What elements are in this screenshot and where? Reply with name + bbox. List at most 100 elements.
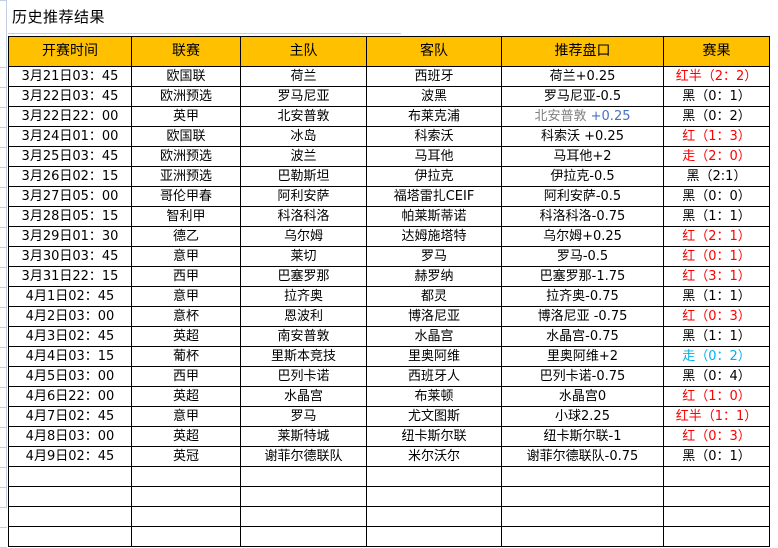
cell-empty[interactable] <box>131 466 241 487</box>
cell-home-team[interactable]: 乌尔姆 <box>240 226 367 247</box>
cell-league[interactable]: 智利甲 <box>131 206 241 227</box>
cell-home-team[interactable]: 水晶宫 <box>240 386 367 407</box>
cell-match-result[interactable]: 红（0：3） <box>663 426 770 447</box>
cell-recommended-handicap[interactable]: 博洛尼亚 -0.75 <box>501 306 664 327</box>
cell-home-team[interactable]: 莱斯特城 <box>240 426 367 447</box>
table-row[interactable]: 4月4日03：15 葡杯 里斯本竞技 里奥阿维 里奥阿维+2 走（0：2） <box>8 346 770 367</box>
cell-recommended-handicap[interactable]: 谢菲尔德联队-0.75 <box>501 446 664 467</box>
cell-away-team[interactable]: 达姆施塔特 <box>366 226 502 247</box>
cell-recommended-handicap[interactable]: 小球2.25 <box>501 406 664 427</box>
cell-kickoff-time[interactable]: 4月1日02：45 <box>8 286 132 307</box>
table-row-empty[interactable] <box>8 486 770 507</box>
cell-league[interactable]: 欧洲预选 <box>131 146 241 167</box>
table-row[interactable]: 4月6日22：00 英超 水晶宫 布莱顿 水晶宫0 红（1：0） <box>8 386 770 407</box>
table-row-empty[interactable] <box>8 506 770 527</box>
table-row[interactable]: 3月22日03：45 欧洲预选 罗马尼亚 波黑 罗马尼亚-0.5 黑（0：1） <box>8 86 770 107</box>
cell-away-team[interactable]: 波黑 <box>366 86 502 107</box>
cell-away-team[interactable]: 里奥阿维 <box>366 346 502 367</box>
cell-league[interactable]: 意甲 <box>131 246 241 267</box>
cell-match-result[interactable]: 红（1：0） <box>663 386 770 407</box>
cell-away-team[interactable]: 米尔沃尔 <box>366 446 502 467</box>
cell-kickoff-time[interactable]: 3月24日01：00 <box>8 126 132 147</box>
cell-empty[interactable] <box>663 486 770 507</box>
cell-match-result[interactable]: 黑（0：1） <box>663 86 770 107</box>
cell-recommended-handicap[interactable]: 荷兰+0.25 <box>501 66 664 87</box>
cell-match-result[interactable]: 红（0：3） <box>663 306 770 327</box>
cell-match-result[interactable]: 黑（1：1） <box>663 286 770 307</box>
cell-match-result[interactable]: 黑（0：1） <box>663 446 770 467</box>
cell-home-team[interactable]: 罗马 <box>240 406 367 427</box>
cell-empty[interactable] <box>8 466 132 487</box>
table-row[interactable]: 3月22日22：00 英甲 北安普敦 布莱克浦 北安普敦 +0.25 黑（0：2） <box>8 106 770 127</box>
table-row[interactable]: 4月2日03：00 意杯 恩波利 博洛尼亚 博洛尼亚 -0.75 红（0：3） <box>8 306 770 327</box>
cell-recommended-handicap[interactable]: 罗马尼亚-0.5 <box>501 86 664 107</box>
cell-recommended-handicap[interactable]: 科索沃 +0.25 <box>501 126 664 147</box>
column-header-away-team[interactable]: 客队 <box>366 36 502 67</box>
cell-recommended-handicap[interactable]: 巴塞罗那-1.75 <box>501 266 664 287</box>
table-row[interactable]: 4月1日02：45 意甲 拉齐奥 都灵 拉齐奥-0.75 黑（1：1） <box>8 286 770 307</box>
cell-home-team[interactable]: 南安普敦 <box>240 326 367 347</box>
cell-empty[interactable] <box>8 526 132 547</box>
table-row[interactable]: 3月29日01：30 德乙 乌尔姆 达姆施塔特 乌尔姆+0.25 红（2：1） <box>8 226 770 247</box>
cell-empty[interactable] <box>240 506 367 527</box>
table-row[interactable]: 4月3日02：45 英超 南安普敦 水晶宫 水晶宫-0.75 黑（1：1） <box>8 326 770 347</box>
cell-away-team[interactable]: 西班牙人 <box>366 366 502 387</box>
column-header-league[interactable]: 联赛 <box>131 36 241 67</box>
cell-empty[interactable] <box>501 506 664 527</box>
cell-league[interactable]: 英超 <box>131 426 241 447</box>
cell-recommended-handicap[interactable]: 科洛科洛-0.75 <box>501 206 664 227</box>
cell-kickoff-time[interactable]: 3月26日02：15 <box>8 166 132 187</box>
table-row-empty[interactable] <box>8 466 770 487</box>
cell-home-team[interactable]: 荷兰 <box>240 66 367 87</box>
cell-kickoff-time[interactable]: 4月5日03：00 <box>8 366 132 387</box>
cell-kickoff-time[interactable]: 3月29日01：30 <box>8 226 132 247</box>
column-header-kickoff-time[interactable]: 开赛时间 <box>8 36 132 67</box>
cell-empty[interactable] <box>501 526 664 547</box>
cell-match-result[interactable]: 红（2：1） <box>663 226 770 247</box>
cell-home-team[interactable]: 巴塞罗那 <box>240 266 367 287</box>
cell-home-team[interactable]: 罗马尼亚 <box>240 86 367 107</box>
table-row[interactable]: 4月8日03：00 英超 莱斯特城 纽卡斯尔联 纽卡斯尔联-1 红（0：3） <box>8 426 770 447</box>
cell-home-team[interactable]: 莱切 <box>240 246 367 267</box>
cell-kickoff-time[interactable]: 3月22日22：00 <box>8 106 132 127</box>
cell-recommended-handicap[interactable]: 阿利安萨-0.5 <box>501 186 664 207</box>
cell-recommended-handicap[interactable]: 水晶宫0 <box>501 386 664 407</box>
cell-kickoff-time[interactable]: 4月8日03：00 <box>8 426 132 447</box>
cell-recommended-handicap[interactable]: 北安普敦 +0.25 <box>501 106 664 127</box>
cell-home-team[interactable]: 波兰 <box>240 146 367 167</box>
cell-league[interactable]: 欧洲预选 <box>131 86 241 107</box>
cell-league[interactable]: 欧国联 <box>131 66 241 87</box>
cell-kickoff-time[interactable]: 3月31日22：15 <box>8 266 132 287</box>
cell-kickoff-time[interactable]: 3月21日03：45 <box>8 66 132 87</box>
cell-home-team[interactable]: 恩波利 <box>240 306 367 327</box>
table-row[interactable]: 3月26日02：15 亚洲预选 巴勒斯坦 伊拉克 伊拉克-0.5 黑（2:1） <box>8 166 770 187</box>
cell-recommended-handicap[interactable]: 巴列卡诺-0.75 <box>501 366 664 387</box>
cell-empty[interactable] <box>663 506 770 527</box>
cell-recommended-handicap[interactable]: 拉齐奥-0.75 <box>501 286 664 307</box>
cell-match-result[interactable]: 黑（0：2） <box>663 106 770 127</box>
cell-away-team[interactable]: 西班牙 <box>366 66 502 87</box>
cell-match-result[interactable]: 红（0：1） <box>663 246 770 267</box>
cell-away-team[interactable]: 都灵 <box>366 286 502 307</box>
cell-away-team[interactable]: 福塔雷扎CEIF <box>366 186 502 207</box>
cell-league[interactable]: 葡杯 <box>131 346 241 367</box>
cell-match-result[interactable]: 红（3：1） <box>663 266 770 287</box>
table-row[interactable]: 3月31日22：15 西甲 巴塞罗那 赫罗纳 巴塞罗那-1.75 红（3：1） <box>8 266 770 287</box>
cell-empty[interactable] <box>366 506 502 527</box>
cell-league[interactable]: 意甲 <box>131 406 241 427</box>
cell-away-team[interactable]: 伊拉克 <box>366 166 502 187</box>
cell-empty[interactable] <box>131 506 241 527</box>
cell-home-team[interactable]: 拉齐奥 <box>240 286 367 307</box>
cell-home-team[interactable]: 阿利安萨 <box>240 186 367 207</box>
cell-empty[interactable] <box>131 486 241 507</box>
cell-league[interactable]: 德乙 <box>131 226 241 247</box>
cell-recommended-handicap[interactable]: 马耳他+2 <box>501 146 664 167</box>
cell-match-result[interactable]: 红半（2：2） <box>663 66 770 87</box>
cell-kickoff-time[interactable]: 4月6日22：00 <box>8 386 132 407</box>
cell-match-result[interactable]: 黑（2:1） <box>663 166 770 187</box>
cell-match-result[interactable]: 黑（1：1） <box>663 326 770 347</box>
cell-home-team[interactable]: 科洛科洛 <box>240 206 367 227</box>
cell-kickoff-time[interactable]: 4月7日02：45 <box>8 406 132 427</box>
cell-recommended-handicap[interactable]: 水晶宫-0.75 <box>501 326 664 347</box>
cell-league[interactable]: 英冠 <box>131 446 241 467</box>
